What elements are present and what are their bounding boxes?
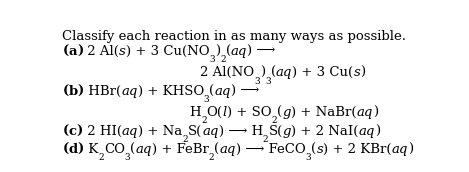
Text: (: ( (226, 45, 231, 58)
Text: (: ( (62, 85, 68, 98)
Text: 2: 2 (201, 116, 207, 125)
Text: ): ) (375, 125, 380, 138)
Text: 2 Al(NO: 2 Al(NO (200, 66, 255, 79)
Text: aq: aq (231, 45, 247, 58)
Text: (: ( (214, 143, 219, 156)
Text: ) ⟶: ) ⟶ (247, 45, 276, 58)
Text: d: d (68, 143, 78, 156)
Text: aq: aq (122, 125, 138, 138)
Text: ) + Na: ) + Na (138, 125, 182, 138)
Text: aq: aq (359, 125, 375, 138)
Text: s: s (354, 66, 360, 79)
Text: g: g (282, 106, 291, 119)
Text: ) + NaBr(: ) + NaBr( (291, 106, 356, 119)
Text: (: ( (62, 143, 68, 156)
Text: 3: 3 (125, 153, 130, 162)
Text: ): ) (373, 106, 378, 119)
Text: ): ) (215, 45, 220, 58)
Text: 3: 3 (210, 55, 215, 64)
Text: (: ( (277, 106, 282, 119)
Text: aq: aq (276, 66, 292, 79)
Text: CO: CO (104, 143, 125, 156)
Text: S(: S( (269, 125, 283, 138)
Text: 3: 3 (255, 77, 260, 85)
Text: ) + SO: ) + SO (227, 106, 272, 119)
Text: ) + KHSO: ) + KHSO (137, 85, 204, 98)
Text: s: s (119, 45, 126, 58)
Text: aq: aq (356, 106, 373, 119)
Text: ): ) (78, 143, 84, 156)
Text: 3: 3 (265, 77, 271, 85)
Text: ) + 2 NaI(: ) + 2 NaI( (291, 125, 359, 138)
Text: Classify each reaction in as many ways as possible.: Classify each reaction in as many ways a… (62, 30, 406, 43)
Text: aq: aq (392, 143, 408, 156)
Text: 3: 3 (204, 95, 209, 104)
Text: ): ) (360, 66, 365, 79)
Text: 2: 2 (209, 153, 214, 162)
Text: (: ( (62, 45, 68, 58)
Text: ) ⟶: ) ⟶ (231, 85, 259, 98)
Text: ): ) (77, 45, 83, 58)
Text: b: b (68, 85, 78, 98)
Text: ) ⟶ H: ) ⟶ H (219, 125, 263, 138)
Text: aq: aq (202, 125, 219, 138)
Text: (: ( (209, 85, 214, 98)
Text: (: ( (311, 143, 317, 156)
Text: 2 HI(: 2 HI( (83, 125, 122, 138)
Text: ): ) (408, 143, 413, 156)
Text: 2: 2 (98, 153, 104, 162)
Text: ): ) (78, 85, 84, 98)
Text: 2: 2 (220, 55, 226, 64)
Text: (: ( (62, 125, 68, 138)
Text: ): ) (260, 66, 265, 79)
Text: ) ⟶ FeCO: ) ⟶ FeCO (236, 143, 306, 156)
Text: 3: 3 (306, 153, 311, 162)
Text: c: c (68, 125, 76, 138)
Text: 2: 2 (272, 116, 277, 125)
Text: aq: aq (136, 143, 152, 156)
Text: 2 Al(: 2 Al( (83, 45, 119, 58)
Text: ) + 2 KBr(: ) + 2 KBr( (323, 143, 392, 156)
Text: 2: 2 (182, 135, 188, 144)
Text: K: K (84, 143, 98, 156)
Text: aq: aq (219, 143, 236, 156)
Text: aq: aq (121, 85, 137, 98)
Text: g: g (283, 125, 291, 138)
Text: (: ( (130, 143, 136, 156)
Text: ): ) (76, 125, 83, 138)
Text: ) + FeBr: ) + FeBr (152, 143, 209, 156)
Text: l: l (223, 106, 227, 119)
Text: a: a (68, 45, 77, 58)
Text: aq: aq (214, 85, 231, 98)
Text: s: s (317, 143, 323, 156)
Text: S(: S( (188, 125, 202, 138)
Text: (: ( (271, 66, 276, 79)
Text: HBr(: HBr( (84, 85, 121, 98)
Text: H: H (189, 106, 201, 119)
Text: ) + 3 Cu(: ) + 3 Cu( (292, 66, 354, 79)
Text: ) + 3 Cu(NO: ) + 3 Cu(NO (126, 45, 210, 58)
Text: O(: O( (207, 106, 223, 119)
Text: 2: 2 (263, 135, 269, 144)
